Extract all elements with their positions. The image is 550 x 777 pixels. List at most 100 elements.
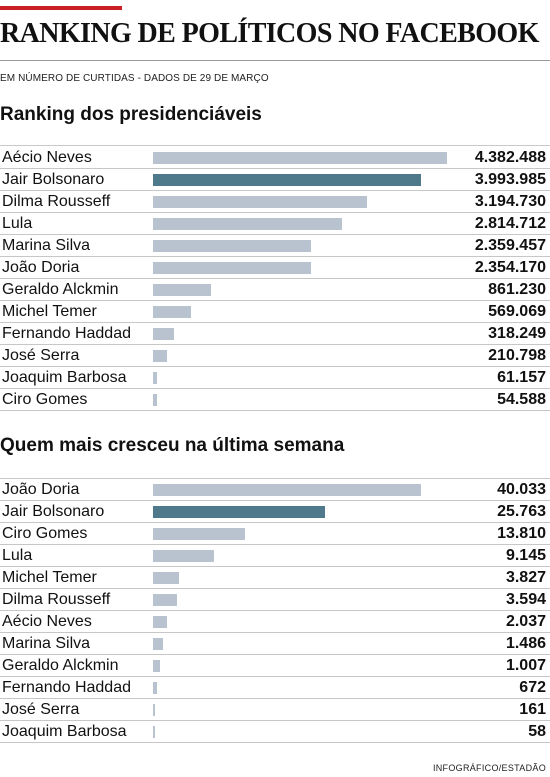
data-label: 3.827 bbox=[505, 569, 546, 586]
row-label: Marina Silva bbox=[2, 237, 91, 254]
row-label: Joaquim Barbosa bbox=[2, 369, 127, 386]
data-label: 1.486 bbox=[505, 635, 546, 652]
chart-row-dilma-rousseff: Dilma Rousseff 3.194.730 bbox=[0, 191, 550, 213]
bar bbox=[153, 726, 155, 738]
bar bbox=[153, 394, 157, 406]
chart-row-marina-silva: Marina Silva 2.359.457 bbox=[0, 235, 550, 257]
data-label: 3.993.985 bbox=[474, 171, 546, 188]
data-label: 9.145 bbox=[505, 547, 546, 564]
chart-row-aecio-neves: Aécio Neves 2.037 bbox=[0, 611, 550, 633]
data-label: 40.033 bbox=[497, 481, 546, 498]
row-label: Fernando Haddad bbox=[2, 325, 131, 342]
bar bbox=[153, 262, 311, 274]
data-label: 61.157 bbox=[497, 369, 546, 386]
bar bbox=[153, 196, 367, 208]
chart-row-jose-serra: José Serra 210.798 bbox=[0, 345, 550, 367]
row-label: Ciro Gomes bbox=[2, 525, 88, 542]
row-label: Jair Bolsonaro bbox=[2, 503, 105, 520]
chart-2-top-divider bbox=[0, 478, 550, 479]
bar bbox=[153, 328, 174, 340]
row-label: Dilma Rousseff bbox=[2, 591, 111, 608]
data-label: 13.810 bbox=[497, 525, 546, 542]
chart-2-title: Quem mais cresceu na última semana bbox=[0, 435, 345, 456]
bar bbox=[153, 638, 163, 650]
data-label: 2.359.457 bbox=[474, 237, 546, 254]
bar bbox=[153, 572, 179, 584]
bar bbox=[153, 616, 167, 628]
chart-row-fernando-haddad: Fernando Haddad 672 bbox=[0, 677, 550, 699]
data-label: 161 bbox=[519, 701, 546, 718]
bar bbox=[153, 484, 421, 496]
chart-row-jair-bolsonaro: Jair Bolsonaro 25.763 bbox=[0, 501, 550, 523]
page-subtitle: EM NÚMERO DE CURTIDAS - DADOS DE 29 DE M… bbox=[0, 73, 269, 84]
chart-row-joaquim-barbosa: Joaquim Barbosa 58 bbox=[0, 721, 550, 743]
credit-label: INFOGRÁFICO/ESTADÃO bbox=[432, 763, 546, 773]
chart-row-joaquim-barbosa: Joaquim Barbosa 61.157 bbox=[0, 367, 550, 389]
data-label: 210.798 bbox=[488, 347, 546, 364]
row-label: Fernando Haddad bbox=[2, 679, 131, 696]
bar bbox=[153, 284, 211, 296]
chart-row-jose-serra: José Serra 161 bbox=[0, 699, 550, 721]
row-label: Joaquim Barbosa bbox=[2, 723, 127, 740]
bar bbox=[153, 240, 311, 252]
bar bbox=[153, 218, 342, 230]
row-label: Geraldo Alckmin bbox=[2, 281, 119, 298]
chart-row-lula: Lula 2.814.712 bbox=[0, 213, 550, 235]
row-label: Marina Silva bbox=[2, 635, 91, 652]
bar bbox=[153, 506, 325, 518]
chart-row-michel-temer: Michel Temer 569.069 bbox=[0, 301, 550, 323]
chart-row-ciro-gomes: Ciro Gomes 13.810 bbox=[0, 523, 550, 545]
row-label: Ciro Gomes bbox=[2, 391, 88, 408]
row-label: João Doria bbox=[2, 481, 80, 498]
data-label: 25.763 bbox=[497, 503, 546, 520]
data-label: 318.249 bbox=[488, 325, 546, 342]
bar bbox=[153, 372, 157, 384]
accent-line bbox=[0, 6, 122, 10]
chart-row-joao-doria: João Doria 40.033 bbox=[0, 479, 550, 501]
row-label: Lula bbox=[2, 547, 33, 564]
row-label: Michel Temer bbox=[2, 303, 97, 320]
chart-row-geraldo-alckmin: Geraldo Alckmin 861.230 bbox=[0, 279, 550, 301]
row-label: José Serra bbox=[2, 701, 80, 718]
chart-row-ciro-gomes: Ciro Gomes 54.588 bbox=[0, 389, 550, 411]
bar bbox=[153, 682, 157, 694]
bar bbox=[153, 350, 167, 362]
row-label: José Serra bbox=[2, 347, 80, 364]
row-label: Jair Bolsonaro bbox=[2, 171, 105, 188]
chart-row-aecio-neves: Aécio Neves 4.382.488 bbox=[0, 147, 550, 169]
chart-row-lula: Lula 9.145 bbox=[0, 545, 550, 567]
data-label: 3.194.730 bbox=[474, 193, 546, 210]
data-label: 1.007 bbox=[505, 657, 546, 674]
row-label: Dilma Rousseff bbox=[2, 193, 111, 210]
row-label: João Doria bbox=[2, 259, 80, 276]
page-title: RANKING DE POLÍTICOS NO FACEBOOK bbox=[0, 18, 539, 49]
chart-row-dilma-rousseff: Dilma Rousseff 3.594 bbox=[0, 589, 550, 611]
bar bbox=[153, 594, 177, 606]
data-label: 2.037 bbox=[505, 613, 546, 630]
chart-row-jair-bolsonaro: Jair Bolsonaro 3.993.985 bbox=[0, 169, 550, 191]
data-label: 2.354.170 bbox=[474, 259, 546, 276]
row-label: Lula bbox=[2, 215, 33, 232]
bar bbox=[153, 528, 245, 540]
row-label: Aécio Neves bbox=[2, 613, 92, 630]
bar bbox=[153, 550, 214, 562]
chart-row-geraldo-alckmin: Geraldo Alckmin 1.007 bbox=[0, 655, 550, 677]
row-label: Michel Temer bbox=[2, 569, 97, 586]
bar bbox=[153, 660, 160, 672]
title-divider bbox=[0, 60, 550, 61]
data-label: 4.382.488 bbox=[474, 149, 546, 166]
chart-1-title: Ranking dos presidenciáveis bbox=[0, 104, 262, 125]
data-label: 569.069 bbox=[488, 303, 546, 320]
chart-row-marina-silva: Marina Silva 1.486 bbox=[0, 633, 550, 655]
data-label: 2.814.712 bbox=[474, 215, 546, 232]
chart-row-michel-temer: Michel Temer 3.827 bbox=[0, 567, 550, 589]
data-label: 861.230 bbox=[488, 281, 546, 298]
chart-row-joao-doria: João Doria 2.354.170 bbox=[0, 257, 550, 279]
bar bbox=[153, 306, 191, 318]
data-label: 672 bbox=[519, 679, 546, 696]
bar bbox=[153, 704, 155, 716]
chart-1-top-divider bbox=[0, 145, 550, 146]
bar bbox=[153, 152, 447, 164]
row-label: Aécio Neves bbox=[2, 149, 92, 166]
chart-row-fernando-haddad: Fernando Haddad 318.249 bbox=[0, 323, 550, 345]
